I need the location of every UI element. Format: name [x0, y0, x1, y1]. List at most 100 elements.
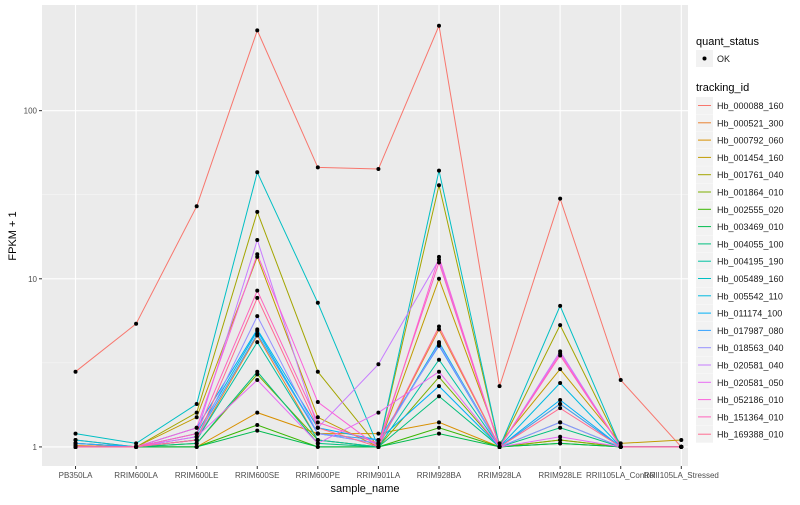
data-point-Hb_004195_190 — [436, 357, 441, 362]
data-point-Hb_169388_010 — [134, 444, 139, 449]
data-point-Hb_005489_160 — [194, 401, 199, 406]
data-point-Hb_005489_160 — [73, 431, 78, 436]
legend: quant_status OK tracking_id Hb_000088_16… — [696, 36, 784, 443]
data-point-Hb_169388_010 — [194, 437, 199, 442]
data-point-Hb_018563_040 — [255, 314, 260, 319]
data-point-Hb_003469_010 — [436, 431, 441, 436]
data-point-Hb_020581_050 — [558, 434, 563, 439]
legend-label: Hb_020581_050 — [717, 378, 784, 388]
data-point-Hb_020581_050 — [194, 434, 199, 439]
data-point-Hb_003469_010 — [558, 441, 563, 446]
data-point-Hb_151364_010 — [558, 353, 563, 358]
legend-label: Hb_151364_010 — [717, 412, 784, 422]
y-tick-label: 1 — [33, 443, 38, 452]
legend-label: Hb_017987_080 — [717, 326, 784, 336]
data-point-Hb_001454_160 — [497, 441, 502, 446]
legend-label: Hb_005542_110 — [717, 291, 783, 301]
legend-label: Hb_000792_060 — [717, 136, 784, 146]
legend-label: Hb_000088_160 — [717, 101, 784, 111]
data-point-Hb_017987_080 — [376, 437, 381, 442]
x-tick-label: RRIM901LA — [357, 471, 401, 480]
data-point-Hb_052186_010 — [255, 252, 260, 257]
data-point-Hb_005489_160 — [558, 303, 563, 308]
data-point-Hb_005489_160 — [436, 168, 441, 173]
legend-label: Hb_001454_160 — [717, 153, 784, 163]
x-axis: PB350LA RRIM600LA RRIM600LE RRIM600SE RRIM60… — [59, 466, 719, 480]
data-point-Hb_018563_040 — [558, 420, 563, 425]
data-point-Hb_004195_190 — [315, 437, 320, 442]
x-tick-label: RRIM600LA — [114, 471, 158, 480]
data-point-Hb_020581_050 — [436, 369, 441, 374]
legend-label-ok: OK — [717, 54, 730, 64]
data-point-Hb_020581_050 — [315, 441, 320, 446]
data-point-Hb_011174_100 — [436, 384, 441, 389]
data-point-Hb_018563_040 — [315, 431, 320, 436]
data-point-Hb_003469_010 — [194, 444, 199, 449]
legend-label: Hb_052186_010 — [717, 395, 784, 405]
data-point-Hb_169388_010 — [436, 324, 441, 329]
x-tick-label: RRIM600SE — [235, 471, 279, 480]
data-point-Hb_020581_040 — [255, 238, 260, 243]
data-point-Hb_005489_160 — [255, 170, 260, 175]
legend-label: Hb_004055_100 — [717, 239, 784, 249]
legend-title-tracking-id: tracking_id — [696, 82, 749, 94]
data-point-Hb_005542_110 — [73, 437, 78, 442]
data-point-Hb_004055_100 — [436, 394, 441, 399]
legend-title-quant-status: quant_status — [696, 36, 759, 48]
data-point-Hb_052186_010 — [436, 254, 441, 259]
data-point-Hb_001761_040 — [558, 323, 563, 328]
data-point-Hb_001864_010 — [558, 437, 563, 442]
data-point-Hb_018563_040 — [436, 341, 441, 346]
y-axis: 1 10 100 — [24, 107, 42, 452]
data-point-Hb_005489_160 — [315, 300, 320, 305]
legend-label: Hb_018563_040 — [717, 343, 784, 353]
data-point-Hb_000792_060 — [376, 431, 381, 436]
data-point-Hb_004195_190 — [255, 340, 260, 345]
y-tick-label: 10 — [28, 275, 37, 284]
legend-label: Hb_001864_010 — [717, 188, 784, 198]
data-point-Hb_000088_160 — [255, 28, 260, 33]
data-point-Hb_169388_010 — [558, 406, 563, 411]
data-point-Hb_001761_040 — [255, 209, 260, 214]
data-point-Hb_151364_010 — [436, 260, 441, 265]
data-point-Hb_000088_160 — [618, 378, 623, 383]
data-point-Hb_000088_160 — [376, 166, 381, 171]
data-point-Hb_020581_040 — [376, 362, 381, 367]
x-tick-label: RRIM928LA — [478, 471, 522, 480]
legend-label: Hb_003469_010 — [717, 222, 784, 232]
data-point-Hb_003469_010 — [255, 428, 260, 433]
data-point-Hb_001454_160 — [315, 415, 320, 420]
x-tick-label: RRIM600PE — [296, 471, 340, 480]
y-axis-title: FPKM + 1 — [7, 211, 19, 260]
data-point-Hb_151364_010 — [194, 431, 199, 436]
data-point-Hb_000088_160 — [194, 204, 199, 209]
data-point-Hb_000088_160 — [134, 321, 139, 326]
data-point-Hb_001454_160 — [558, 367, 563, 372]
data-point-Hb_169388_010 — [376, 444, 381, 449]
legend-label: Hb_001761_040 — [717, 170, 784, 180]
data-point-Hb_001761_040 — [194, 410, 199, 415]
x-tick-label: RRIM928LE — [538, 471, 582, 480]
legend-label: Hb_002555_020 — [717, 205, 784, 215]
data-point-Hb_011174_100 — [255, 327, 260, 332]
data-point-Hb_017987_080 — [73, 441, 78, 446]
legend-point-ok-icon — [702, 56, 707, 61]
x-tick-label: RRII105LA_Stressed — [644, 471, 719, 480]
data-point-Hb_151364_010 — [255, 288, 260, 293]
legend-label: Hb_005489_160 — [717, 274, 784, 284]
data-point-Hb_004055_100 — [255, 369, 260, 374]
data-point-Hb_000088_160 — [497, 384, 502, 389]
data-point-Hb_000792_060 — [255, 410, 260, 415]
data-point-Hb_005542_110 — [558, 380, 563, 385]
data-point-Hb_003469_010 — [315, 444, 320, 449]
data-point-Hb_017987_080 — [255, 331, 260, 336]
data-point-Hb_001864_010 — [436, 375, 441, 380]
legend-label: Hb_000521_300 — [717, 118, 784, 128]
data-point-Hb_020581_040 — [436, 257, 441, 262]
series-points — [73, 23, 684, 449]
data-point-Hb_020581_050 — [376, 410, 381, 415]
data-point-Hb_017987_080 — [558, 401, 563, 406]
legend-label: Hb_004195_190 — [717, 257, 784, 267]
data-point-Hb_000792_060 — [436, 420, 441, 425]
